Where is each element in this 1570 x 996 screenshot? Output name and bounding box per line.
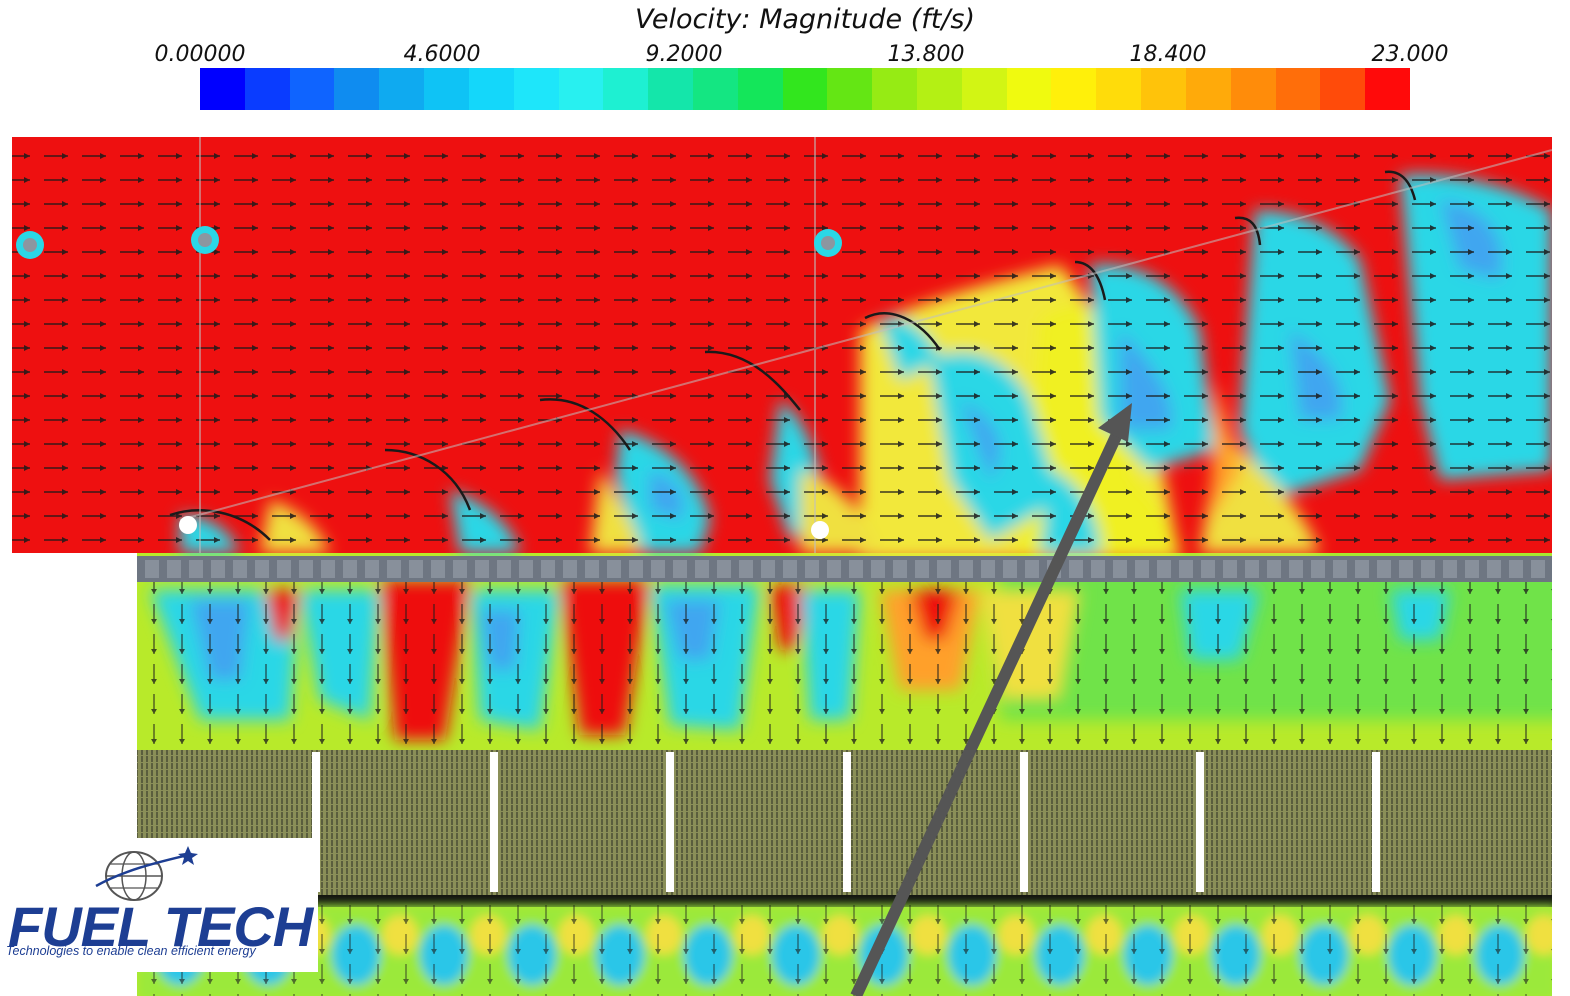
colorbar-segment xyxy=(1185,68,1231,110)
colorbar-segment xyxy=(872,68,917,110)
colorbar-segment xyxy=(737,68,783,110)
legend-tick-5: 23.000 xyxy=(1371,42,1449,67)
colorbar-segment xyxy=(782,68,828,110)
catalyst-gaps xyxy=(312,752,1380,892)
colorbar-segment xyxy=(603,68,649,110)
colorbar-segment xyxy=(827,68,873,110)
turning-vanes xyxy=(169,170,1417,541)
colorbar xyxy=(200,68,1410,110)
colorbar-segment xyxy=(289,68,335,110)
legend-title: Velocity: Magnitude (ft/s) xyxy=(634,4,976,35)
colorbar-segment xyxy=(1006,68,1052,110)
logo-tagline: Technologies to enable clean efficient e… xyxy=(6,944,256,958)
colorbar-segment xyxy=(961,68,1007,110)
colorbar-segment xyxy=(1365,68,1410,110)
colorbar-segment xyxy=(1275,68,1321,110)
colorbar-segment xyxy=(1051,68,1097,110)
colorbar-segment xyxy=(1230,68,1276,110)
velocity-vectors-upper xyxy=(12,137,1552,553)
colorbar-segment xyxy=(424,68,469,110)
colorbar-segment xyxy=(1320,68,1366,110)
colorbar-segment xyxy=(1141,68,1186,110)
colorbar-segment xyxy=(244,68,290,110)
colorbar-segment xyxy=(558,68,604,110)
colorbar-segment xyxy=(379,68,425,110)
probe-markers xyxy=(16,226,842,539)
legend-tick-3: 13.800 xyxy=(887,42,965,67)
legend-tick-1: 4.6000 xyxy=(403,42,481,67)
colorbar-segment xyxy=(648,68,693,110)
legend-tick-2: 9.2000 xyxy=(645,42,723,67)
legend-tick-0: 0.00000 xyxy=(154,42,246,67)
velocity-vectors-bottom xyxy=(137,905,1552,996)
colorbar-segment xyxy=(513,68,559,110)
colorbar-segment xyxy=(468,68,514,110)
logo-wordmark: FUEL TECH xyxy=(8,895,313,958)
support-beam xyxy=(137,895,1552,907)
plate-holes xyxy=(145,560,1545,578)
colorbar-segment xyxy=(1096,68,1142,110)
callout-arrow xyxy=(850,403,1132,996)
colorbar-segment xyxy=(692,68,738,110)
colorbar-segment xyxy=(200,68,245,110)
flow-field xyxy=(12,137,1552,996)
colorbar-segment xyxy=(334,68,380,110)
globe-icon xyxy=(95,846,198,901)
colorbar-segment xyxy=(917,68,962,110)
velocity-vectors-lower xyxy=(137,580,1552,750)
mesh-lines xyxy=(179,137,1552,553)
legend-tick-4: 18.400 xyxy=(1129,42,1207,67)
